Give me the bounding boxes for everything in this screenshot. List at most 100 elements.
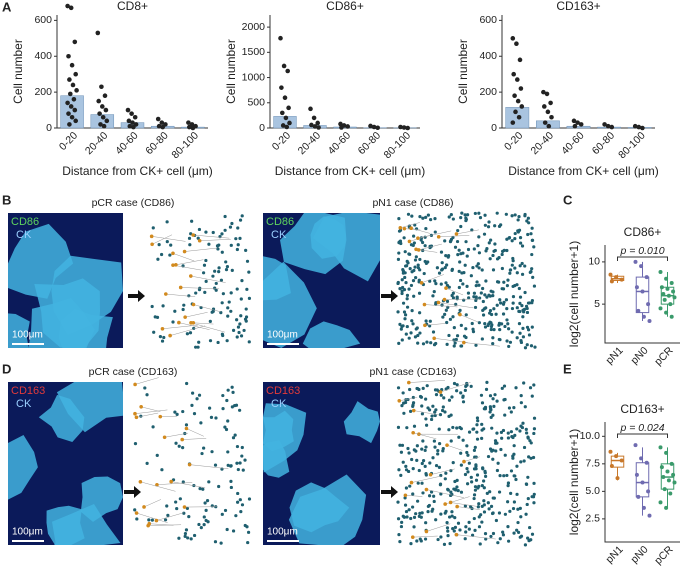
cell-dot [491,496,495,500]
cell-dot [405,264,409,268]
cell-dot [411,279,416,283]
immune-dot [191,302,196,307]
cell-dot [408,387,412,392]
link [456,534,496,540]
cell-dot [502,474,506,478]
cell-dot [460,271,464,275]
cell-dot [431,456,435,460]
data-point [609,279,614,284]
cell-dot [425,340,429,344]
chart-title: CD8+ [117,0,148,13]
cell-dot [502,280,506,284]
data-point [99,84,104,90]
cell-dot [235,287,239,291]
cell-dot [431,330,436,334]
cell-dot [439,492,443,496]
panel-label: D [2,361,11,376]
cell-dot [493,393,497,397]
cell-dot [420,240,425,245]
cell-dot [443,511,447,515]
cell-dot [185,506,190,511]
cell-dot [480,401,485,405]
cell-dot [444,471,448,475]
cell-dot [171,320,175,324]
link [135,377,159,385]
data-point [74,88,79,93]
cell-dot [443,477,447,481]
link [171,481,206,488]
cell-dot [431,404,435,408]
cell-dot [211,274,215,278]
cell-dot [184,528,189,532]
cell-dot [221,393,225,398]
cell-dot [218,235,222,239]
cell-dot [474,343,478,347]
data-point [401,125,407,130]
cell-dot [496,461,500,465]
cell-dot [484,249,488,253]
cell-dot [479,393,484,397]
data-point [68,91,73,97]
cell-dot [470,321,474,326]
cell-dot [444,281,448,285]
link [408,380,445,383]
cell-dot [457,435,461,439]
immune-dot [182,249,187,254]
cell-dot [428,461,432,465]
y-axis-label: Cell number [224,39,238,104]
cell-dot [463,388,467,392]
immune-dot [423,323,427,328]
cell-dot [229,243,233,247]
cell-dot [429,341,433,345]
cell-dot [513,231,517,236]
cell-dot [507,327,511,331]
cell-dot [470,480,474,484]
cell-dot [499,447,503,452]
cell-dot [407,287,411,291]
data-point [639,264,644,269]
cell-dot [195,397,199,401]
cell-dot [449,239,453,243]
cell-dot [420,481,424,485]
cell-dot [473,528,477,532]
cell-dot [418,331,422,335]
cell-dot [450,395,454,399]
cell-dot [464,240,468,244]
cell-dot [478,216,483,220]
cell-dot [399,473,403,477]
cell-dot [407,451,411,455]
scale-label: 100μm [267,330,298,341]
y-axis-label: Cell number [11,39,25,104]
cell-dot [475,437,480,441]
cell-dot [400,291,404,296]
cell-dot [416,263,420,267]
cell-dot [226,306,230,310]
y-tick-label: 2000 [242,21,266,33]
cell-dot [441,315,445,319]
data-point [125,107,131,113]
data-point [69,114,75,120]
y-tick-label: 5.0 [585,485,600,497]
cell-dot [520,244,525,248]
cell-dot [451,291,455,295]
cell-dot [234,514,238,518]
cell-dot [522,381,526,385]
cell-dot [451,425,455,430]
cell-dot [446,534,450,538]
cell-dot [532,481,536,485]
image-title: pN1 case (CD86) [372,197,453,209]
cell-dot [476,262,480,266]
cell-dot [429,417,434,422]
cell-dot [424,471,428,476]
cell-dot [503,453,507,457]
cell-dot [432,439,436,443]
cell-dot [408,484,412,488]
cell-dot [523,346,528,350]
cell-dot [510,214,514,218]
cell-dot [238,236,242,240]
cell-dot [409,331,413,335]
arrow [381,486,398,498]
cell-dot [525,343,529,347]
data-point [68,5,74,11]
immune-dot [424,529,429,534]
